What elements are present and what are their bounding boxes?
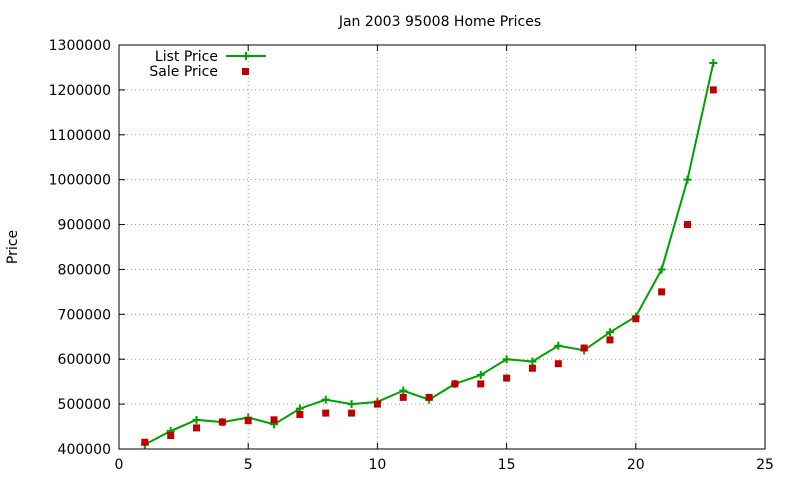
- sale-price-point: [658, 288, 666, 296]
- sale-price-point: [141, 438, 149, 446]
- y-tick-label: 900000: [58, 218, 111, 234]
- list-price-line: [144, 62, 715, 446]
- sale-price-point: [399, 393, 407, 401]
- x-tick-label: 20: [627, 457, 645, 473]
- sale-price-point: [244, 417, 252, 425]
- y-tick-label: 1100000: [49, 128, 111, 144]
- sale-price-point: [477, 380, 485, 388]
- legend-marker-sale-price: [242, 68, 249, 75]
- sale-price-point: [322, 409, 330, 417]
- y-tick-label: 500000: [58, 397, 111, 413]
- axis-ticks: 0 5 10 15 20 25 400000 500000 600000 700000 800000…: [49, 38, 774, 473]
- list-price-point: [502, 355, 511, 364]
- list-price-point: [347, 400, 356, 409]
- sale-price-point: [167, 432, 175, 440]
- list-price-point: [554, 341, 563, 350]
- y-tick-label: 1300000: [49, 38, 111, 54]
- y-tick-label: 1200000: [49, 83, 111, 99]
- sale-price-point: [709, 86, 717, 94]
- list-price-point: [605, 328, 614, 337]
- sale-price-point: [554, 360, 562, 368]
- sale-price-point: [528, 364, 536, 372]
- sale-price-point: [348, 409, 356, 417]
- x-tick-label: 5: [244, 457, 253, 473]
- sale-price-point: [218, 418, 226, 426]
- sale-price-point: [451, 380, 459, 388]
- plot-frame: [118, 44, 766, 450]
- legend-label-sale-price: Sale Price: [149, 64, 218, 80]
- sale-price-point: [683, 221, 691, 229]
- legend-label-list-price: List Price: [155, 49, 218, 65]
- y-tick-label: 700000: [58, 307, 111, 323]
- sale-price-point: [296, 410, 304, 418]
- sale-price-point: [425, 393, 433, 401]
- x-tick-label: 15: [498, 457, 516, 473]
- series-layer: [140, 58, 718, 449]
- sale-price-point: [632, 315, 640, 323]
- x-tick-label: 10: [368, 457, 386, 473]
- list-price-point: [657, 265, 666, 274]
- chart-title: Jan 2003 95008 Home Prices: [338, 14, 541, 30]
- sale-price-point: [503, 374, 511, 382]
- list-price-point: [683, 175, 692, 184]
- grid-lines: [119, 45, 765, 449]
- y-tick-label: 1000000: [49, 173, 111, 189]
- sale-price-point: [270, 416, 278, 424]
- x-tick-label: 0: [115, 457, 124, 473]
- list-price-point: [321, 395, 330, 404]
- y-tick-label: 600000: [58, 352, 111, 368]
- x-tick-label: 25: [756, 457, 774, 473]
- sale-price-point: [606, 336, 614, 344]
- list-price-point: [709, 58, 718, 67]
- y-tick-label: 800000: [58, 262, 111, 278]
- sale-price-point: [373, 400, 381, 408]
- legend: List Price Sale Price: [149, 49, 266, 80]
- sale-price-point: [193, 424, 201, 432]
- list-price-point: [476, 370, 485, 379]
- list-price-point: [399, 386, 408, 395]
- list-price-point: [192, 415, 201, 424]
- legend-marker-list-price: [242, 52, 250, 60]
- list-price-point: [528, 357, 537, 366]
- y-tick-label: 400000: [58, 442, 111, 458]
- sale-price-point: [580, 344, 588, 352]
- y-axis-label: Price: [5, 230, 21, 264]
